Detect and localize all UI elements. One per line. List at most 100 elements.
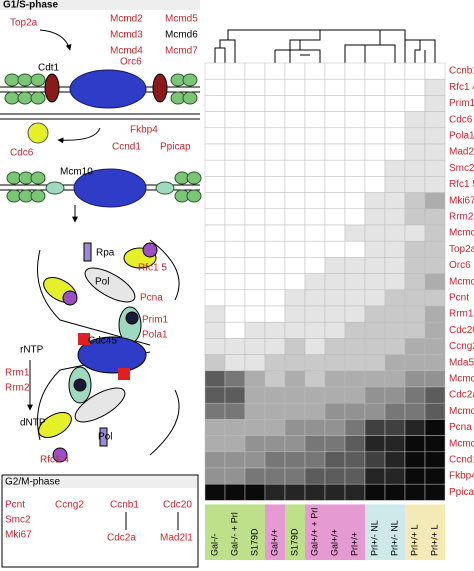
cell [324,305,346,323]
cell [304,192,326,210]
cell [244,62,266,80]
column-label: Prl+/+ L [409,524,419,556]
cdc45 [78,333,90,345]
row-label: Pola1 [449,131,474,142]
cell [224,354,246,372]
cell [324,95,346,112]
cell [364,208,386,226]
cell [424,305,446,323]
cell [424,483,446,501]
cell [284,354,306,372]
cell [324,386,346,404]
cell [204,127,226,145]
cell [204,305,226,323]
column-label: Prl+/+ [349,532,359,556]
cell [304,354,326,372]
cell [404,483,426,501]
cell [404,62,426,80]
cell [344,224,366,242]
cell [224,224,246,242]
cell [404,127,426,145]
cell [424,386,446,404]
cell [244,257,266,274]
cell [304,305,326,323]
cell [344,354,366,372]
cell [244,435,266,453]
row-label: Rfc1 4 [449,82,474,93]
cell [304,402,326,420]
cell [304,224,326,242]
cell [244,321,266,339]
cell [224,62,246,80]
cell [304,451,326,469]
row-label: Cdc20 [449,325,474,336]
cell [364,111,386,129]
cell [264,208,286,226]
cell [224,402,246,420]
cell [384,370,406,388]
cell [224,95,246,112]
cell [224,435,246,453]
cell [264,127,286,145]
column-label: Prl+/- NL [369,520,379,556]
cell [304,435,326,453]
cell [204,208,226,226]
cell [344,321,366,339]
row-label: Fkbp4 [449,471,474,482]
cell [324,78,346,96]
cdc6 [27,122,49,144]
cell [204,483,226,501]
row-label: Rfc1 5 [449,179,474,190]
cell [244,402,266,420]
cell [364,451,386,469]
cell [224,240,246,258]
cell [204,62,226,80]
cell [284,208,306,226]
cell [324,240,346,258]
gene: Mad2l1 [160,533,193,544]
cell [324,224,346,242]
cell [324,370,346,388]
diagram-labels: G1/S-phase Top2a Mcmd2 Mcmd5 Mcmd3 Mcmd6… [3,0,198,466]
row-label: Smc2 [449,163,474,174]
cell [424,273,446,291]
cell [384,338,406,355]
cell [204,192,226,210]
cell [304,240,326,258]
cell [384,95,406,112]
cell [264,419,286,436]
cell [244,467,266,485]
label: Mcm10 [60,167,93,178]
cell [384,127,406,145]
label: Mcmd5 [165,14,198,25]
cell [364,419,386,436]
dendrogram [214,29,436,63]
cell [204,354,226,372]
cell [244,111,266,129]
cell [344,386,366,404]
cell [204,451,226,469]
cell [364,127,386,145]
column-band [425,504,445,560]
cell [264,338,286,355]
cell [364,273,386,291]
cell [364,386,386,404]
cell [324,435,346,453]
cell [204,143,226,161]
label: Pol [98,432,112,443]
cell [404,467,426,485]
cell [244,95,266,112]
cell [304,257,326,274]
label: rNTP [20,345,44,356]
cell [384,386,406,404]
cell [344,240,366,258]
mcm-helicase [77,336,147,374]
cell [324,419,346,436]
cell [264,483,286,501]
cell [304,127,326,145]
cell [424,192,446,210]
cell [224,257,246,274]
cell [364,240,386,258]
cell [244,483,266,501]
cell [344,176,366,193]
